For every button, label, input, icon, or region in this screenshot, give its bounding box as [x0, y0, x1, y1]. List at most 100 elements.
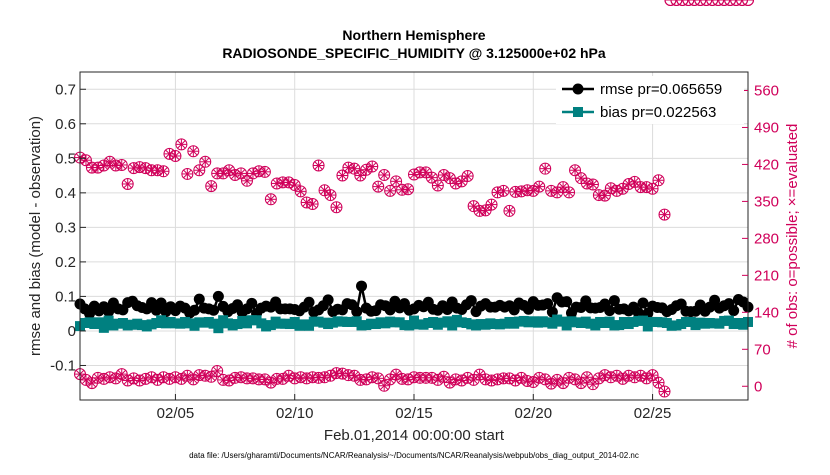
obs-cross-d2 — [630, 177, 639, 187]
obs-evaluated-point — [682, 0, 695, 6]
obs-cross-d2 — [206, 181, 216, 191]
obs-possible-point — [79, 154, 92, 167]
obs-possible-point — [181, 167, 194, 180]
obs-evaluated-point — [515, 371, 528, 384]
bias-point — [98, 322, 109, 333]
obs-cross-d2 — [290, 374, 299, 383]
obs-cross-d2 — [475, 370, 484, 379]
rmse-point — [604, 305, 616, 317]
obs-possible-point — [241, 174, 253, 187]
obs-cross-d2 — [379, 170, 389, 180]
obs-possible-point — [360, 163, 373, 176]
chart-title-line-2: RADIOSONDE_SPECIFIC_HUMIDITY @ 3.125000e… — [222, 45, 606, 61]
obs-cross-d2 — [427, 173, 437, 182]
obs-cross-d2 — [332, 202, 341, 212]
obs-possible-point — [658, 208, 671, 221]
obs-cross-d2 — [546, 379, 556, 388]
obs-possible-point — [193, 164, 206, 177]
obs-cross-d2 — [99, 374, 109, 384]
obs-cross-d2 — [302, 374, 311, 383]
obs-cross-d2 — [660, 210, 669, 219]
obs-cross-d2 — [260, 375, 270, 384]
obs-circle — [730, 0, 743, 6]
obs-cross-d2 — [200, 157, 210, 167]
obs-evaluated-point — [676, 0, 689, 6]
y2-tick-label: 280 — [754, 230, 779, 247]
obs-evaluated-point — [443, 376, 456, 389]
obs-cross-d2 — [582, 373, 592, 382]
obs-cross-d2 — [367, 162, 377, 171]
obs-cross-d2 — [224, 165, 234, 175]
obs-possible-point — [348, 162, 361, 175]
obs-possible-point — [336, 169, 349, 182]
obs-evaluated-point — [431, 373, 444, 386]
obs-possible-point — [563, 186, 576, 199]
obs-circle — [664, 0, 677, 6]
obs-cross-d2 — [433, 181, 443, 190]
obs-cross-d2 — [540, 164, 550, 173]
obs-cross-d2 — [570, 375, 580, 384]
obs-possible-point — [270, 177, 283, 190]
obs-evaluated-point — [378, 379, 391, 392]
obs-possible-point — [384, 184, 397, 197]
obs-cross-d2 — [183, 371, 192, 380]
obs-evaluated-point — [652, 376, 665, 389]
obs-cross-d2 — [463, 171, 472, 181]
bias-point — [94, 317, 105, 328]
obs-evaluated-point — [276, 372, 289, 385]
obs-evaluated-point — [372, 372, 385, 385]
x-tick-label: 02/05 — [157, 405, 195, 422]
obs-cross-d2 — [439, 372, 449, 382]
obs-cross-d2 — [171, 151, 180, 161]
obs-possible-point — [372, 180, 385, 193]
obs-cross-d2 — [308, 199, 317, 209]
obs-cross-d2 — [183, 169, 192, 179]
obs-cross-d2 — [159, 167, 168, 176]
obs-possible-point — [533, 180, 546, 193]
obs-cross-d2 — [278, 374, 288, 384]
obs-possible-point — [205, 180, 218, 193]
rmse-point — [193, 293, 205, 305]
x-axis-label: Feb.01,2014 00:00:00 start — [324, 427, 505, 444]
obs-circle — [676, 0, 689, 6]
legend-rmse-marker — [572, 83, 584, 95]
obs-cross-d2 — [129, 163, 138, 173]
data-file-footnote: data file: /Users/gharamti/Documents/NCA… — [189, 451, 639, 460]
y2-tick-label: 70 — [754, 341, 771, 358]
y-tick-label: 0.1 — [55, 288, 76, 305]
obs-possible-point — [539, 162, 552, 175]
y2-tick-label: 490 — [754, 119, 779, 136]
obs-cross-d2 — [552, 375, 562, 385]
rmse-point — [542, 298, 554, 310]
obs-cross-d2 — [266, 378, 276, 387]
obs-cross-d2 — [284, 178, 294, 187]
obs-possible-point — [306, 198, 319, 211]
rmse-point — [246, 297, 258, 309]
obs-possible-point — [127, 162, 140, 175]
obs-cross-d2 — [320, 186, 329, 195]
obs-cross-d2 — [218, 169, 228, 178]
obs-cross-d2 — [177, 374, 186, 384]
y-tick-label: 0.5 — [55, 150, 76, 167]
obs-evaluated-point — [694, 0, 707, 6]
obs-cross-d2 — [350, 164, 359, 173]
obs-possible-point — [258, 165, 271, 178]
obs-cross-d2 — [636, 371, 645, 380]
rmse-point — [465, 295, 477, 307]
rmse-series — [74, 280, 754, 320]
obs-cross-d2 — [576, 173, 586, 183]
obs-possible-point — [115, 158, 128, 171]
rmse-point — [322, 294, 334, 306]
obs-cross-d2 — [517, 187, 526, 196]
obs-cross-d2 — [141, 374, 150, 384]
y-tick-label: 0.7 — [55, 81, 76, 98]
obs-possible-point — [324, 189, 337, 202]
obs-possible-point — [97, 159, 110, 172]
rmse-point — [303, 296, 315, 308]
obs-cross-d2 — [373, 182, 383, 191]
obs-possible-point — [437, 168, 450, 181]
obs-evaluated-point — [551, 373, 564, 386]
obs-possible-point — [157, 165, 170, 178]
